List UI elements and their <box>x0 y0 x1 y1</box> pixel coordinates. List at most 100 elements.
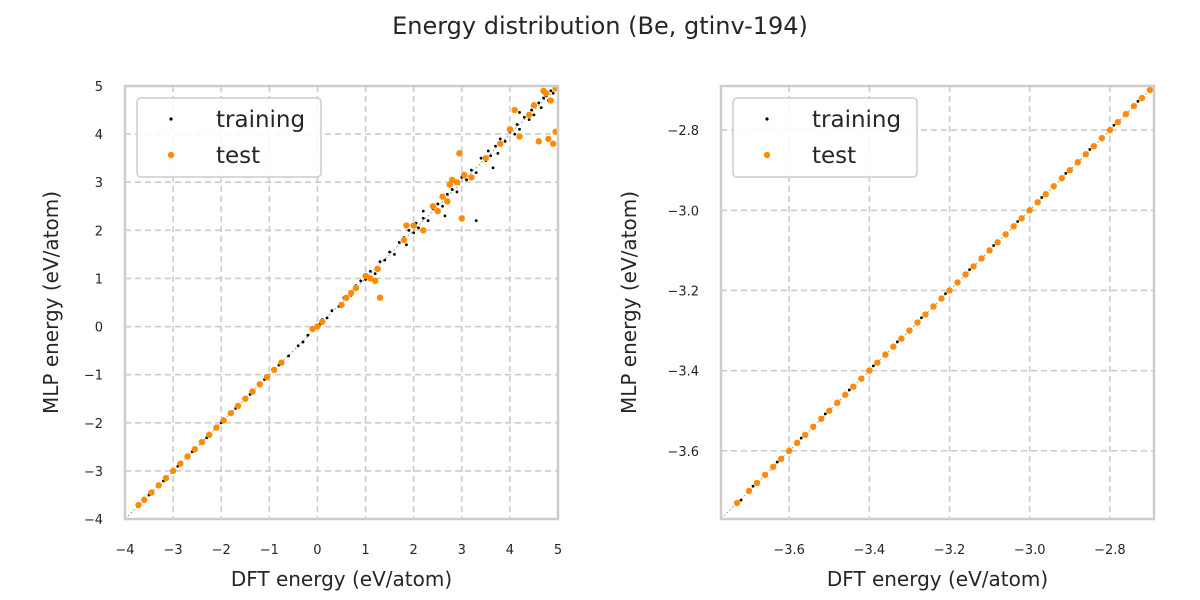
x-tick-label: −2 <box>212 543 231 558</box>
test-point <box>439 193 446 200</box>
training-point <box>871 364 875 368</box>
test-point <box>338 301 345 309</box>
legend-marker-test <box>167 151 175 159</box>
test-point <box>1058 175 1065 182</box>
training-point <box>549 89 553 93</box>
test-point <box>516 133 523 140</box>
test-point <box>745 487 753 495</box>
training-point <box>532 113 536 117</box>
training-point <box>417 226 420 230</box>
x-tick-label: −3.6 <box>773 543 805 558</box>
test-point <box>1066 166 1074 174</box>
x-axis-label: DFT energy (eV/atom) <box>827 567 1048 591</box>
training-point <box>441 204 444 208</box>
test-point <box>1082 150 1090 158</box>
training-point <box>421 209 425 213</box>
x-tick-label: −3.4 <box>854 543 886 558</box>
training-point <box>920 316 923 320</box>
y-tick-label: 3 <box>95 176 103 191</box>
test-point <box>914 319 921 326</box>
legend: training test <box>732 97 918 178</box>
test-point <box>227 409 235 417</box>
test-point <box>793 439 801 447</box>
test-point <box>169 467 177 475</box>
test-point <box>162 474 170 482</box>
figure-title: Energy distribution (Be, gtinv-194) <box>392 12 808 40</box>
test-point <box>135 501 142 509</box>
x-tick-label: −3.0 <box>1014 543 1046 558</box>
training-point <box>470 168 473 172</box>
test-point <box>769 463 777 471</box>
x-tick-label: −4 <box>115 543 134 558</box>
test-point <box>930 303 937 310</box>
test-point <box>542 90 550 97</box>
training-point <box>368 269 372 273</box>
test-point <box>962 271 969 278</box>
test-point <box>1026 207 1033 214</box>
training-point <box>551 91 555 95</box>
test-point <box>810 423 817 430</box>
training-point <box>823 412 827 416</box>
test-point <box>434 207 441 215</box>
test-point <box>263 373 271 381</box>
training-point <box>1016 220 1020 223</box>
test-point <box>468 174 475 181</box>
test-point <box>552 128 558 135</box>
y-tick-label: −3.4 <box>667 365 699 380</box>
test-point <box>1106 126 1114 134</box>
training-point <box>944 292 947 296</box>
training-point <box>494 144 497 148</box>
y-axis-label: MLP energy (eV/atom) <box>617 191 641 414</box>
test-point <box>1034 199 1041 206</box>
y-tick-label: 1 <box>95 272 103 287</box>
training-point <box>378 260 382 264</box>
test-point <box>205 431 213 439</box>
training-point <box>393 252 396 256</box>
test-point <box>906 327 913 334</box>
training-point <box>522 115 526 119</box>
test-point <box>761 471 769 479</box>
test-point <box>525 111 533 119</box>
legend-label-test: test <box>216 143 260 169</box>
test-point <box>309 325 316 333</box>
test-point <box>545 135 552 143</box>
scatter-panel-1: −4 −3 −2 −1 0 1 2 3 4 5 −4 −3 −2 −1 0 1 2 3 4 5 DFT energy (… <box>39 80 562 591</box>
test-point <box>448 176 456 184</box>
test-point <box>155 482 162 489</box>
test-point <box>733 499 741 507</box>
y-axis-label: MLP energy (eV/atom) <box>39 191 63 414</box>
test-point <box>970 263 977 270</box>
test-point <box>198 438 206 446</box>
training-point <box>421 216 425 220</box>
test-point <box>954 279 961 286</box>
test-point <box>882 351 889 358</box>
training-point <box>306 333 310 337</box>
test-point <box>458 215 465 222</box>
training-point <box>498 137 502 141</box>
training-point <box>1136 99 1140 103</box>
legend-box <box>732 97 918 178</box>
test-point <box>994 239 1001 246</box>
test-point <box>552 86 558 92</box>
test-point <box>362 272 369 280</box>
test-point <box>177 460 184 467</box>
test-point <box>460 171 468 179</box>
test-point <box>858 375 865 382</box>
test-point <box>850 383 857 390</box>
test-point <box>191 446 198 453</box>
x-tick-label: 1 <box>361 543 369 558</box>
training-point <box>388 250 392 254</box>
test-point <box>506 126 514 133</box>
x-tick-label: −1 <box>260 543 279 558</box>
legend: training test <box>136 97 322 178</box>
y-tick-label: 4 <box>95 128 103 143</box>
x-tick-label: 4 <box>506 543 514 558</box>
training-point <box>503 139 507 143</box>
test-point <box>826 407 833 414</box>
axes-frame <box>719 84 1156 521</box>
training-point <box>397 240 401 244</box>
training-point <box>479 156 483 160</box>
training-point <box>426 219 430 223</box>
x-tick-label: −3 <box>164 543 183 558</box>
